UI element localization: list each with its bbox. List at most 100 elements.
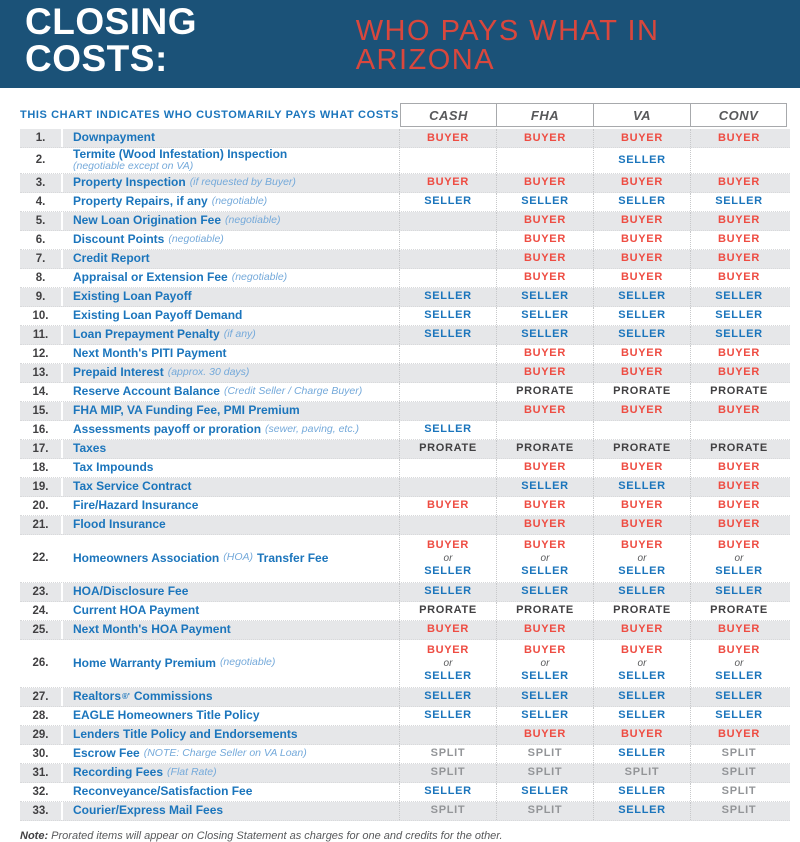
pays-cell: BUYER	[594, 725, 691, 744]
pays-cell	[594, 420, 691, 439]
pays-cell: SELLER	[594, 192, 691, 211]
pays-cell: PRORATE	[594, 439, 691, 458]
pays-cell: BUYER	[717, 347, 760, 360]
pays-cell: SELLER	[497, 582, 594, 601]
table-row: 31. Recording Fees (Flat Rate) SPLIT SPLIT SP…	[20, 763, 790, 783]
pays-cell: SELLER	[594, 477, 691, 496]
row-label-note: (negotiable)	[168, 232, 224, 245]
pays-cell: SELLER	[594, 744, 691, 763]
pays-cell: SELLER	[594, 687, 691, 706]
pays-cell: SELLER	[400, 306, 497, 325]
table-row: 33. Courier/Express Mail Fees SPLIT SPLIT SE…	[20, 801, 790, 821]
pays-cell: BUYER	[497, 344, 594, 363]
table-caption: THIS CHART INDICATES WHO CUSTOMARILY PAY…	[20, 109, 399, 121]
row-label-note: (Credit Seller / Charge Buyer)	[223, 384, 363, 397]
footnote-label: Note:	[20, 829, 49, 842]
row-number: 6.	[20, 230, 63, 249]
row-label: FHA MIP, VA Funding Fee, PMI Premium	[63, 401, 400, 420]
table-body: 1. Downpayment BUYER BUYER BUYER BUYER 2. Termi…	[20, 129, 790, 821]
pays-cell: PRORATE	[497, 439, 594, 458]
column-header-conv: CONV	[691, 103, 787, 127]
table-row: 8. Appraisal or Extension Fee (negotiable)…	[20, 268, 790, 288]
row-number: 30.	[20, 744, 63, 763]
pays-cell: BUYER	[717, 271, 760, 284]
row-label-note: (NOTE: Charge Seller on VA Loan)	[143, 746, 307, 759]
pays-cell: PRORATE	[497, 601, 594, 620]
row-label: New Loan Origination Fee (negotiable)	[63, 211, 400, 230]
row-label: Prepaid Interest (approx. 30 days)	[63, 363, 400, 382]
row-label: Existing Loan Payoff	[63, 287, 400, 306]
row-label-note: (if requested by Buyer)	[189, 175, 296, 188]
row-label: Assessments payoff or proration (sewer, p…	[63, 420, 400, 439]
pays-cell: BUYER	[497, 496, 594, 515]
pays-cell: SELLER	[594, 287, 691, 306]
pays-cell: PRORATE	[710, 385, 768, 398]
table-row: 27. Realtors ®' Commissions SELLER SELLER SELL…	[20, 687, 790, 707]
row-number: 1.	[20, 129, 63, 147]
pays-cell: BUYER	[497, 725, 594, 744]
row-label: Termite (Wood Infestation) Inspection (ne…	[63, 147, 400, 173]
row-number: 32.	[20, 782, 63, 801]
pays-cell: PRORATE	[710, 442, 768, 455]
row-label: Tax Service Contract	[63, 477, 400, 496]
pays-cell: SELLER	[497, 782, 594, 801]
pays-cell: SELLER	[715, 195, 763, 208]
row-label: Homeowners Association (HOA) Transfer Fee	[63, 534, 400, 582]
table-row: 12. Next Month's PITI Payment BUYER BUYER BU…	[20, 344, 790, 364]
row-label: Property Repairs, if any (negotiable)	[63, 192, 400, 211]
row-label-note: (negotiable except on VA)	[73, 160, 194, 173]
table-row: 19. Tax Service Contract SELLER SELLER BUYER	[20, 477, 790, 497]
pays-cell	[497, 420, 594, 439]
pays-cell: SELLER	[497, 287, 594, 306]
table-row: 24. Current HOA Payment PRORATE PRORATE PROR…	[20, 601, 790, 621]
pays-cell	[691, 421, 787, 439]
row-label: Home Warranty Premium (negotiable)	[63, 639, 400, 687]
row-label: HOA/Disclosure Fee	[63, 582, 400, 601]
pays-cell: SELLER	[400, 582, 497, 601]
pays-cell: BUYER	[594, 211, 691, 230]
pays-cell: SELLER	[594, 325, 691, 344]
table-row: 21. Flood Insurance BUYER BUYER BUYER	[20, 515, 790, 535]
pays-cell: BUYER or SELLER	[715, 643, 763, 682]
pays-cell: BUYER	[497, 515, 594, 534]
pays-cell: BUYER	[400, 620, 497, 639]
pays-cell: BUYER	[594, 458, 691, 477]
pays-cell: BUYER	[497, 363, 594, 382]
row-label-note: (HOA)	[223, 551, 254, 564]
pays-cell	[400, 211, 497, 230]
row-label-note: (negotiable)	[231, 270, 288, 283]
pays-cell: BUYER	[497, 249, 594, 268]
column-header-va: VA	[594, 103, 691, 127]
pays-cell: SELLER	[400, 782, 497, 801]
row-label: Flood Insurance	[63, 515, 400, 534]
table-row: 5. New Loan Origination Fee (negotiable) BU…	[20, 211, 790, 231]
row-number: 13.	[20, 363, 63, 382]
pays-cell: SPLIT	[400, 763, 497, 782]
row-label: Reconveyance/Satisfaction Fee	[63, 782, 400, 801]
pays-cell: SELLER	[497, 306, 594, 325]
pays-cell: BUYER	[717, 480, 760, 493]
row-number: 33.	[20, 801, 63, 820]
row-number: 9.	[20, 287, 63, 306]
row-number: 29.	[20, 725, 63, 744]
pays-cell: SELLER	[594, 582, 691, 601]
pays-cell: BUYER	[497, 173, 594, 192]
row-number: 14.	[20, 382, 63, 401]
pays-cell: SPLIT	[400, 801, 497, 820]
pays-cell: SPLIT	[721, 766, 757, 779]
table-header-row: THIS CHART INDICATES WHO CUSTOMARILY PAY…	[20, 103, 790, 127]
table-row: 29. Lenders Title Policy and Endorsements…	[20, 725, 790, 745]
row-number: 18.	[20, 458, 63, 477]
pays-cell: BUYER	[497, 211, 594, 230]
row-number: 3.	[20, 173, 63, 192]
row-label: Lenders Title Policy and Endorsements	[63, 725, 400, 744]
row-number: 28.	[20, 706, 63, 725]
table-row: 1. Downpayment BUYER BUYER BUYER BUYER	[20, 129, 790, 148]
pays-cell	[400, 458, 497, 477]
pays-cell: BUYER	[594, 230, 691, 249]
row-number: 25.	[20, 620, 63, 639]
table-row: 30. Escrow Fee (NOTE: Charge Seller on VA …	[20, 744, 790, 764]
row-label-note: (Flat Rate)	[167, 765, 217, 778]
pays-cell: BUYER	[497, 129, 594, 147]
pays-cell: SELLER	[715, 309, 763, 322]
